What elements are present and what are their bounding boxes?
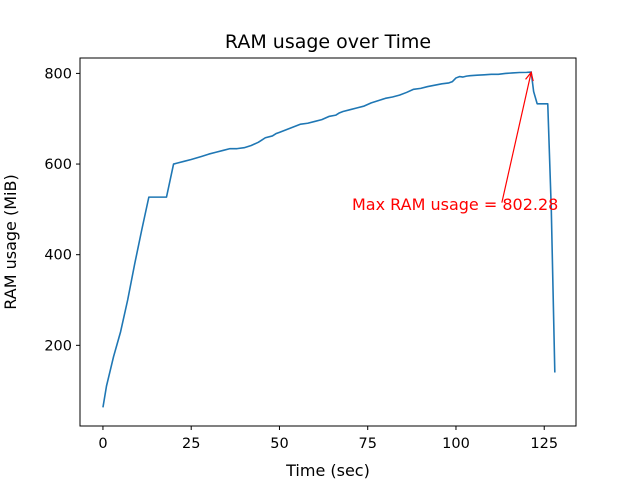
x-tick-label: 100 bbox=[442, 436, 470, 452]
max-annotation: Max RAM usage = 802.28 bbox=[352, 71, 558, 214]
x-tick-label: 50 bbox=[270, 436, 288, 452]
y-axis-label: RAM usage (MiB) bbox=[1, 174, 20, 309]
x-tick-label: 75 bbox=[358, 436, 376, 452]
annotation-arrow bbox=[501, 72, 532, 203]
plot-frame bbox=[79, 57, 577, 427]
chart-title: RAM usage over Time bbox=[225, 31, 431, 53]
x-tick-label: 25 bbox=[182, 436, 200, 452]
plot-area bbox=[102, 71, 556, 408]
annotation-arrowhead bbox=[525, 71, 534, 82]
y-tick-label: 800 bbox=[44, 66, 72, 82]
y-tick-label: 200 bbox=[44, 338, 72, 354]
series-line-0 bbox=[102, 71, 556, 408]
y-tick-label: 400 bbox=[44, 248, 72, 264]
x-axis: 0 25 50 75 100 125 bbox=[98, 426, 558, 452]
x-axis-label: Time (sec) bbox=[285, 461, 370, 480]
y-axis: 200 400 600 800 bbox=[44, 66, 80, 354]
x-tick-label: 125 bbox=[530, 436, 558, 452]
x-tick-label: 0 bbox=[98, 436, 107, 452]
annotation-text: Max RAM usage = 802.28 bbox=[352, 195, 558, 214]
y-tick-label: 600 bbox=[44, 157, 72, 173]
